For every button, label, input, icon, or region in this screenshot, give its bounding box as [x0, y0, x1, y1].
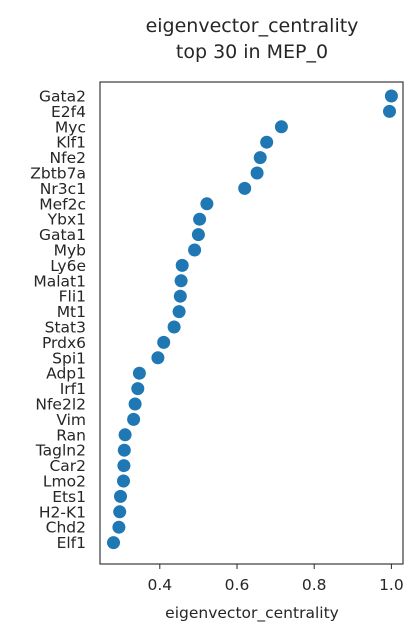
point-chd2	[112, 520, 126, 534]
y-tick-label-elf1: Elf1	[57, 534, 86, 552]
point-gata2	[384, 89, 398, 103]
chart-title-line-1: eigenvector_centrality	[146, 15, 359, 37]
y-tick-label-car2: Car2	[49, 457, 86, 475]
y-tick-label-spi1: Spi1	[52, 349, 86, 367]
y-tick-label-ets1: Ets1	[52, 488, 86, 506]
point-nfe2l2	[128, 397, 142, 411]
chart-title: eigenvector_centrality top 30 in MEP_0	[146, 15, 359, 63]
point-prdx6	[157, 335, 171, 349]
point-ran	[118, 428, 132, 442]
point-vim	[127, 412, 141, 426]
point-irf1	[131, 382, 145, 396]
y-tick-label-vim: Vim	[56, 411, 86, 429]
y-tick-label-stat3: Stat3	[45, 319, 86, 337]
y-tick-labels: Gata2E2f4MycKlf1Nfe2Zbtb7aNr3c1Mef2cYbx1…	[30, 88, 86, 553]
y-tick-label-malat1: Malat1	[33, 272, 86, 290]
point-nr3c1	[238, 181, 252, 195]
y-tick-label-nfe2l2: Nfe2l2	[35, 396, 86, 414]
y-tick-label-fli1: Fli1	[59, 288, 86, 306]
y-tick-label-adp1: Adp1	[46, 365, 86, 383]
y-tick-label-ran: Ran	[56, 426, 86, 444]
point-myc	[274, 120, 288, 134]
x-tick-label: 0.4	[147, 576, 172, 594]
y-tick-label-irf1: Irf1	[60, 380, 86, 398]
y-tick-label-prdx6: Prdx6	[42, 334, 86, 352]
y-tick-label-chd2: Chd2	[46, 519, 86, 537]
y-tick-label-ly6e: Ly6e	[50, 257, 86, 275]
y-tick-label-klf1: Klf1	[56, 134, 86, 152]
x-tick-label: 1.0	[379, 576, 404, 594]
y-tick-label-e2f4: E2f4	[51, 103, 86, 121]
y-tick-label-ybx1: Ybx1	[47, 211, 86, 229]
point-e2f4	[383, 104, 396, 118]
chart-title-line-2: top 30 in MEP_0	[176, 41, 328, 63]
point-adp1	[132, 366, 146, 380]
y-tick-label-lmo2: Lmo2	[43, 473, 86, 491]
point-mt1	[172, 305, 186, 319]
point-car2	[117, 459, 131, 473]
point-nfe2	[253, 151, 267, 165]
plot-frame	[99, 81, 404, 565]
y-tick-label-gata2: Gata2	[39, 88, 86, 106]
y-tick-label-myb: Myb	[54, 242, 86, 260]
point-spi1	[151, 351, 165, 365]
point-ybx1	[193, 212, 207, 226]
y-tick-label-mt1: Mt1	[57, 303, 86, 321]
x-tick-label: 0.8	[302, 576, 327, 594]
point-stat3	[167, 320, 181, 334]
point-fli1	[173, 289, 187, 303]
y-tick-label-h2-k1: H2-K1	[39, 503, 86, 521]
point-malat1	[174, 274, 188, 288]
point-klf1	[260, 135, 274, 149]
point-zbtb7a	[250, 166, 264, 180]
point-tagln2	[117, 443, 131, 457]
y-tick-label-gata1: Gata1	[39, 226, 86, 244]
x-axis: 0.4 0.6 0.8 1.0	[147, 564, 404, 594]
point-ets1	[114, 489, 127, 503]
y-tick-label-tagln2: Tagln2	[35, 442, 86, 460]
y-tick-label-nfe2: Nfe2	[50, 149, 86, 167]
y-tick-label-zbtb7a: Zbtb7a	[30, 165, 86, 183]
y-tick-label-myc: Myc	[55, 118, 86, 136]
point-lmo2	[117, 474, 130, 488]
data-points	[107, 89, 398, 550]
x-tick-label: 0.6	[225, 576, 250, 594]
x-axis-label: eigenvector_centrality	[165, 604, 339, 623]
y-tick-label-nr3c1: Nr3c1	[40, 180, 86, 198]
point-h2-k1	[113, 505, 127, 519]
point-gata1	[191, 228, 205, 242]
point-mef2c	[200, 197, 214, 211]
y-tick-label-mef2c: Mef2c	[39, 195, 86, 213]
point-ly6e	[175, 258, 189, 272]
point-myb	[188, 243, 202, 257]
point-elf1	[107, 536, 120, 550]
